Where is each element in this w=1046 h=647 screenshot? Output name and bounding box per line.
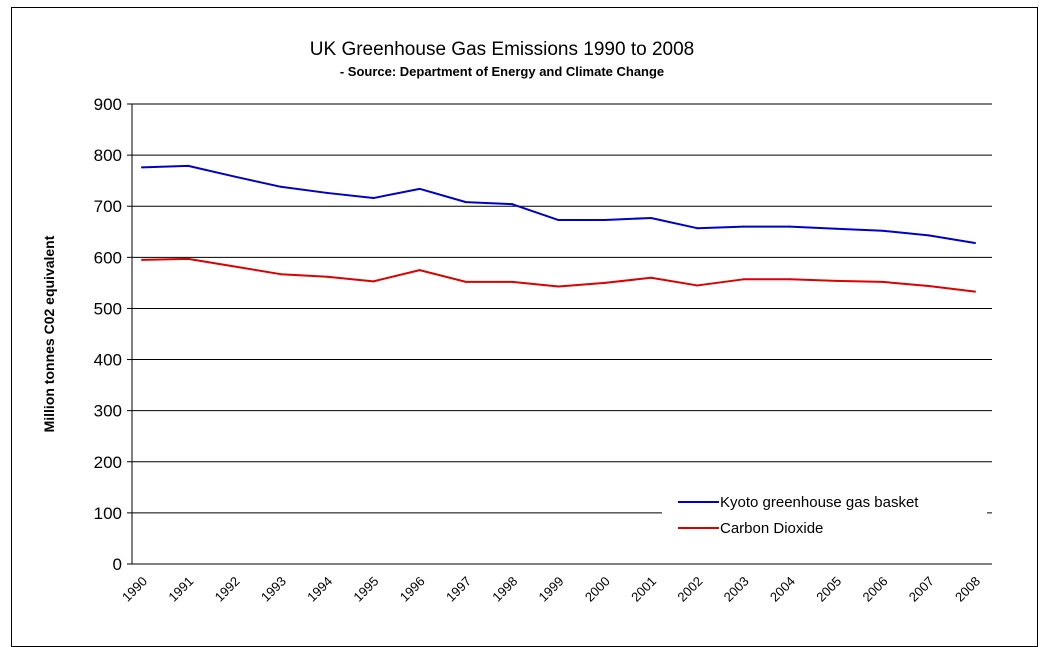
axes bbox=[127, 103, 992, 565]
data-point bbox=[326, 191, 329, 194]
x-tick-label: 1999 bbox=[536, 574, 567, 605]
y-tick-labels: 0 100 200 300 400 500 600 700 800 900 bbox=[94, 95, 122, 574]
gridlines bbox=[132, 103, 992, 514]
y-tick-label: 800 bbox=[94, 146, 122, 165]
data-point bbox=[881, 280, 884, 283]
data-point bbox=[372, 197, 375, 200]
data-point bbox=[927, 284, 930, 287]
series-line-0 bbox=[141, 164, 976, 245]
x-tick-label: 1993 bbox=[258, 574, 289, 605]
x-tick-labels: 1990 1991 1992 1993 1994 1995 1996 1997 1998 1999… bbox=[119, 574, 983, 605]
x-tick-label: 2007 bbox=[906, 574, 937, 605]
series-lines bbox=[141, 164, 976, 293]
data-point bbox=[418, 269, 421, 272]
x-tick-label: 1991 bbox=[165, 574, 196, 605]
x-tick-label: 1997 bbox=[443, 574, 474, 605]
data-point bbox=[279, 185, 282, 188]
data-point bbox=[835, 279, 838, 282]
chart-subtitle: - Source: Department of Energy and Clima… bbox=[340, 64, 664, 79]
data-point bbox=[788, 278, 791, 281]
data-point bbox=[835, 227, 838, 230]
data-point bbox=[279, 273, 282, 276]
y-tick-label: 200 bbox=[94, 453, 122, 472]
chart-frame: UK Greenhouse Gas Emissions 1990 to 2008… bbox=[11, 7, 1038, 647]
legend-label-kyoto: Kyoto greenhouse gas basket bbox=[720, 494, 919, 511]
data-point bbox=[418, 187, 421, 190]
y-tick-label: 600 bbox=[94, 248, 122, 267]
data-point bbox=[511, 280, 514, 283]
x-tick-label: 2008 bbox=[952, 574, 983, 605]
data-point bbox=[603, 219, 606, 222]
y-axis-label: Million tonnes C02 equivalent bbox=[41, 235, 57, 432]
y-tick-label: 0 bbox=[113, 555, 122, 574]
x-tick-label: 2002 bbox=[674, 574, 705, 605]
data-point bbox=[141, 166, 143, 169]
data-point bbox=[511, 203, 514, 206]
data-point bbox=[974, 290, 976, 293]
y-tick-label: 700 bbox=[94, 197, 122, 216]
data-point bbox=[233, 265, 236, 268]
x-tick-label: 1990 bbox=[119, 574, 150, 605]
x-tick-label: 1998 bbox=[489, 574, 520, 605]
x-tick-label: 2005 bbox=[813, 574, 844, 605]
y-tick-label: 100 bbox=[94, 504, 122, 523]
data-point bbox=[696, 284, 699, 287]
y-tick-label: 500 bbox=[94, 299, 122, 318]
data-point bbox=[927, 234, 930, 237]
data-point bbox=[742, 278, 745, 281]
y-tick-label: 900 bbox=[94, 95, 122, 114]
data-point bbox=[742, 225, 745, 228]
data-point bbox=[187, 164, 190, 167]
data-point bbox=[696, 227, 699, 230]
x-tick-label: 2000 bbox=[582, 574, 613, 605]
y-tick-label: 400 bbox=[94, 351, 122, 370]
x-tick-label: 2004 bbox=[767, 574, 798, 605]
y-tick-label: 300 bbox=[94, 402, 122, 421]
x-tick-label: 2006 bbox=[860, 574, 891, 605]
x-tick-label: 1996 bbox=[397, 574, 428, 605]
chart-title: UK Greenhouse Gas Emissions 1990 to 2008 bbox=[310, 39, 694, 60]
x-tick-label: 1992 bbox=[212, 574, 243, 605]
x-tick-label: 1995 bbox=[350, 574, 381, 605]
line-chart: UK Greenhouse Gas Emissions 1990 to 2008… bbox=[41, 39, 992, 605]
data-point bbox=[557, 285, 560, 288]
legend-background bbox=[662, 482, 987, 552]
data-point bbox=[650, 276, 653, 279]
data-point bbox=[326, 275, 329, 278]
data-point bbox=[974, 242, 976, 245]
data-point bbox=[650, 216, 653, 219]
legend-label-co2: Carbon Dioxide bbox=[720, 520, 823, 537]
data-point bbox=[372, 280, 375, 283]
x-tick-label: 1994 bbox=[304, 574, 335, 605]
data-point bbox=[464, 280, 467, 283]
data-point bbox=[788, 225, 791, 228]
x-tick-label: 2003 bbox=[721, 574, 752, 605]
x-tick-label: 2001 bbox=[628, 574, 659, 605]
data-point bbox=[187, 257, 190, 260]
legend: Kyoto greenhouse gas basket Carbon Dioxi… bbox=[662, 482, 987, 552]
data-point bbox=[881, 229, 884, 232]
data-point bbox=[141, 258, 143, 261]
data-point bbox=[603, 281, 606, 284]
data-point bbox=[464, 201, 467, 204]
data-point bbox=[557, 219, 560, 222]
data-point bbox=[233, 175, 236, 178]
